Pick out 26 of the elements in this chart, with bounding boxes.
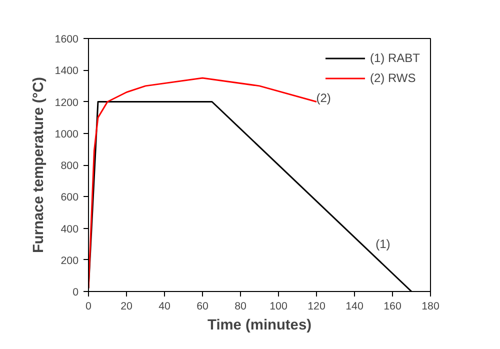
y-tick-label: 0 [72, 286, 79, 298]
x-tick-label: 60 [196, 300, 208, 312]
x-tick-label: 120 [308, 300, 326, 312]
annotation: (2) [316, 90, 331, 105]
annotation: (1) [376, 237, 390, 252]
x-tick-label: 180 [422, 300, 440, 312]
y-tick-label: 1400 [54, 65, 79, 78]
legend-label: (1) RABT [370, 51, 420, 65]
x-axis-title: Time (minutes) [208, 318, 312, 334]
y-tick-label: 400 [60, 223, 79, 236]
x-tick-label: 20 [120, 300, 132, 312]
y-tick-label: 200 [60, 254, 79, 267]
x-tick-label: 40 [158, 300, 170, 312]
y-tick-label: 800 [60, 160, 79, 172]
x-tick-label: 0 [86, 300, 92, 312]
x-tick-label: 100 [270, 300, 288, 312]
y-tick-label: 600 [60, 192, 79, 204]
y-tick-label: 1000 [54, 128, 79, 140]
legend-label: (2) RWS [370, 71, 416, 85]
x-tick-label: 140 [346, 300, 364, 312]
x-tick-label: 80 [234, 300, 246, 312]
y-tick-label: 1200 [54, 96, 79, 109]
y-axis-title: Furnace temperature (°C) [30, 76, 47, 254]
line-series [88, 77, 318, 290]
x-tick-label: 160 [384, 300, 402, 312]
y-tick-label: 1600 [54, 34, 79, 46]
